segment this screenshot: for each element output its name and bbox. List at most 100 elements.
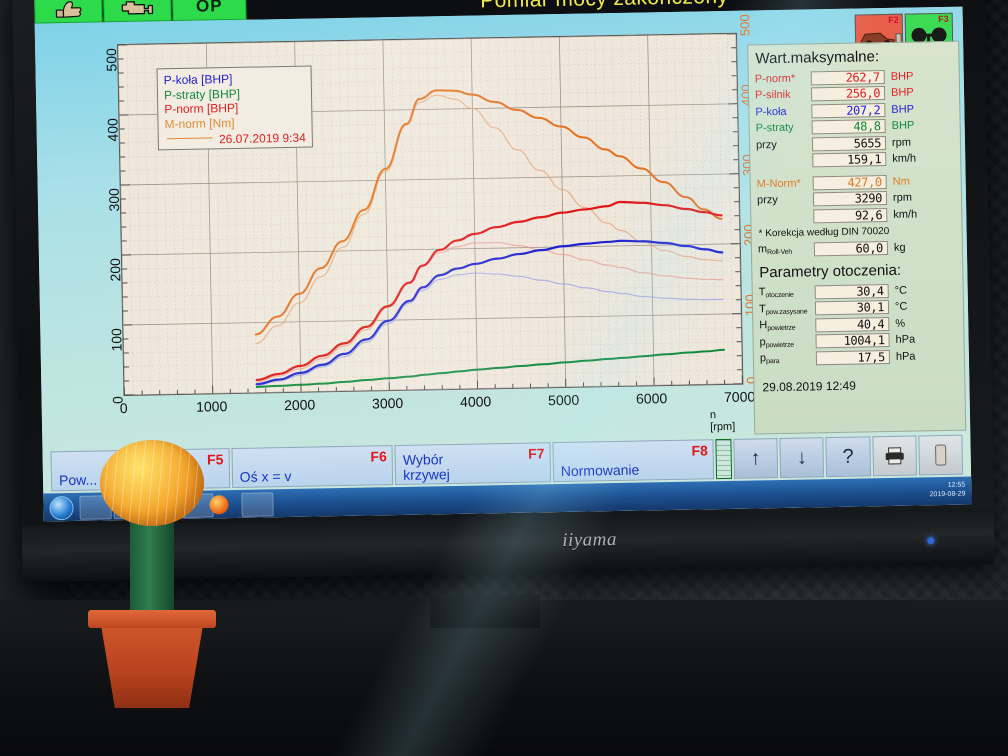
result-unit: km/h (893, 207, 918, 221)
result-value: 427,0 (812, 174, 887, 190)
status-indicator-bar (715, 438, 732, 480)
result-unit: BHP (891, 102, 915, 116)
result-row-speed: 159,1 km/h (756, 150, 954, 169)
y-tick-100: 100 (108, 328, 125, 352)
y-tick-500: 500 (103, 48, 120, 72)
result-unit: km/h (892, 152, 917, 165)
x-axis-label: n [rpm] (709, 409, 736, 434)
help-icon[interactable]: ? (825, 436, 871, 478)
ambient-unit: °C (894, 284, 908, 297)
ambient-unit: hPa (895, 350, 916, 363)
power-led (927, 537, 935, 545)
ambient-row-t-pow-zasysane: Tpow.zasysane 30,1 °C (759, 298, 957, 317)
y-tick-200: 200 (106, 258, 124, 282)
monitor-stand (430, 594, 540, 628)
function-key-f6[interactable]: F6 Oś x = v (231, 445, 394, 489)
function-key-f8[interactable]: F8 Normowanie (552, 439, 715, 483)
ambient-value: 17,5 (815, 349, 891, 365)
result-value: 48,8 (811, 119, 886, 135)
cactus-head (100, 440, 204, 526)
ambient-row-humidity: Hpowietrze 40,4 % (759, 315, 957, 334)
print-icon[interactable] (871, 435, 917, 477)
ambient-label: ppara (759, 352, 780, 366)
result-unit: rpm (891, 136, 912, 149)
legend-reference-run: 26.07.2019 9:34 (165, 131, 306, 148)
result-label: przy (755, 138, 777, 151)
result-label: P-straty (755, 121, 794, 135)
op-label: OP (195, 0, 223, 16)
ambient-label: Hpowietrze (759, 319, 796, 333)
result-unit: kg (893, 241, 906, 254)
ambient-row-pressure: ppowietrze 1004,1 hPa (759, 331, 957, 350)
ambient-value: 30,4 (814, 283, 889, 299)
system-tray[interactable]: 12:55 2019-08-29 (929, 481, 966, 500)
result-label: mRoll-Veh (757, 243, 793, 257)
engine-icon[interactable] (103, 0, 172, 23)
result-row-p-norm: P-norm* 262,7 BHP (755, 68, 953, 87)
legend-item-m-norm: M-norm [Nm] (164, 115, 235, 131)
document-icon[interactable] (918, 434, 964, 476)
result-label: P-koła (755, 105, 787, 118)
result-row-mass: mRoll-Veh 60,0 kg (758, 239, 956, 258)
results-panel: Wart.maksymalne: P-norm* 262,7 BHP P-sil… (747, 40, 967, 435)
ambient-value: 1004,1 (815, 332, 890, 349)
op-button[interactable]: OP (172, 0, 247, 22)
scroll-down-icon[interactable]: ↓ (779, 437, 825, 479)
result-label: P-norm* (754, 72, 796, 85)
x-tick-0: 0 (119, 399, 128, 417)
rollers-icon-button[interactable]: F3 (904, 12, 954, 50)
y-tick-400: 400 (104, 118, 121, 142)
result-value: 60,0 (813, 240, 889, 256)
result-value: 5655 (811, 135, 887, 151)
y-tick-300: 300 (105, 188, 123, 212)
x-tick-5000: 5000 (547, 391, 580, 409)
result-value: 92,6 (813, 207, 888, 223)
monitor-brand: iiyama (562, 529, 618, 552)
result-label (756, 160, 812, 161)
f2-key-label: F2 (888, 14, 899, 25)
taskbar-item-paint[interactable] (241, 492, 274, 517)
scroll-up-icon[interactable]: ↑ (733, 438, 779, 479)
f6-label: Oś x = v (239, 467, 292, 485)
screen: OP Pomiar mocy zakończony F2 F3 (34, 0, 972, 522)
x-tick-3000: 3000 (371, 394, 404, 412)
correction-note: * Korekcja według DIN 70020 (758, 225, 890, 240)
result-value: 3290 (812, 191, 888, 207)
result-row-m-norm: M-Norm* 427,0 Nm (757, 173, 955, 192)
result-value: 256,0 (810, 86, 886, 102)
chart-legend: P-koła [BHP] P-straty [BHP] P-norm [BHP]… (156, 65, 313, 151)
x-tick-1000: 1000 (195, 398, 228, 415)
result-row-p-kola: P-koła 207,2 BHP (755, 101, 953, 120)
ambient-label: Tpow.zasysane (758, 302, 808, 316)
result-label: M-Norm* (756, 177, 801, 190)
measurement-timestamp: 29.08.2019 12:49 (762, 378, 856, 395)
start-button[interactable] (49, 495, 74, 521)
y2-tick-500: 500 (737, 14, 753, 37)
result-unit: rpm (892, 191, 913, 204)
tray-date: 2019-08-29 (929, 490, 966, 499)
result-row-m-norm-speed: 92,6 km/h (757, 206, 955, 225)
ambient-unit: % (895, 317, 906, 330)
result-unit: Nm (892, 175, 910, 188)
function-key-bar: F5 Pow... F6 Oś x = v F7 Wybór krzywej F… (50, 434, 964, 492)
result-value: 159,1 (812, 152, 887, 168)
result-label: P-silnik (754, 88, 791, 102)
f8-key-label: F8 (691, 442, 709, 459)
result-unit: BHP (890, 69, 914, 83)
ambient-row-t-otoczenie: Totoczenie 30,4 °C (759, 282, 957, 301)
f6-key-label: F6 (370, 448, 387, 465)
ambient-value: 40,4 (815, 316, 890, 332)
cactus-plant (86, 440, 218, 708)
ambient-header: Parametry otoczenia: (759, 261, 902, 282)
x-tick-4000: 4000 (459, 393, 492, 410)
f7-key-label: F7 (527, 445, 545, 462)
top-toolbar: OP Pomiar mocy zakończony (34, 0, 963, 24)
result-value: 262,7 (810, 69, 885, 85)
result-row-p-straty: P-straty 48,8 BHP (756, 117, 954, 136)
thumbs-up-icon[interactable] (34, 0, 103, 24)
plot-area: P-koła [BHP] P-straty [BHP] P-norm [BHP]… (117, 32, 745, 398)
flower-pot (99, 618, 205, 708)
result-unit: BHP (891, 119, 915, 132)
function-key-f7[interactable]: F7 Wybór krzywej (394, 442, 551, 486)
ambient-unit: °C (894, 300, 908, 313)
